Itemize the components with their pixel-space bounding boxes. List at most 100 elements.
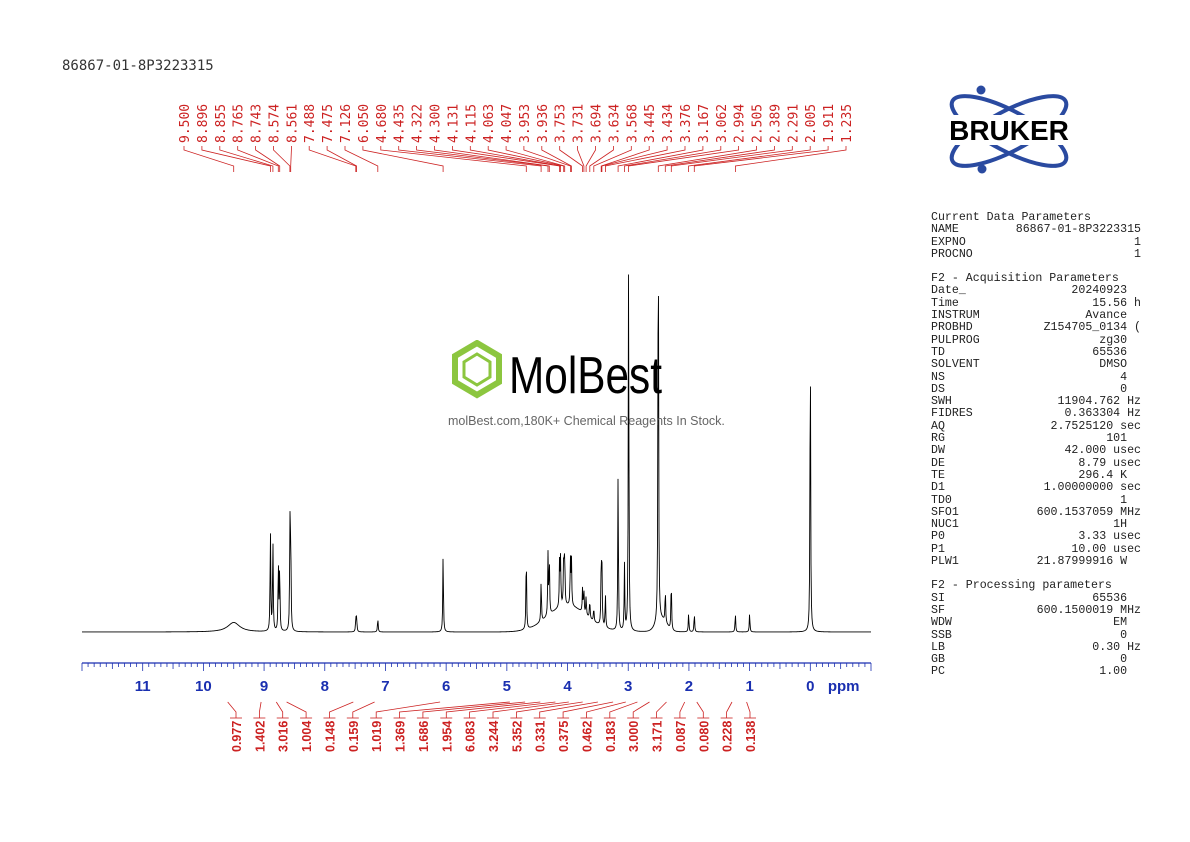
x-tick-label: 7 bbox=[381, 678, 389, 695]
peak-label: 2.005 bbox=[804, 104, 819, 143]
integral-label: 3.171 bbox=[651, 721, 665, 752]
peak-label: 3.445 bbox=[643, 104, 658, 143]
integral-label: 3.000 bbox=[627, 721, 641, 752]
peak-label: 7.126 bbox=[339, 104, 354, 143]
peak-label: 2.389 bbox=[768, 104, 783, 143]
param-row: Time 15.56 h bbox=[931, 296, 1141, 310]
peak-label: 3.634 bbox=[607, 104, 622, 143]
param-row: EXPNO 1 bbox=[931, 235, 1141, 249]
molbest-wordmark: MolBest bbox=[509, 347, 662, 400]
bruker-wordmark: BRUKER bbox=[949, 115, 1069, 146]
param-key: FIDRES bbox=[931, 407, 973, 421]
bruker-logo: BRUKER bbox=[924, 85, 1094, 174]
peak-label-leader bbox=[237, 146, 279, 172]
peak-label-leader bbox=[541, 146, 572, 172]
integral-label: 6.083 bbox=[464, 721, 478, 752]
param-key: EXPNO bbox=[931, 235, 966, 249]
peak-label-leader bbox=[505, 146, 566, 172]
peak-label: 4.063 bbox=[482, 104, 497, 143]
peak-label: 8.896 bbox=[196, 104, 211, 143]
param-key: INSTRUM bbox=[931, 309, 980, 323]
bruker-orbit-1 bbox=[949, 94, 1069, 168]
peak-label: 3.062 bbox=[715, 104, 730, 143]
param-value: 15.56 h bbox=[1092, 296, 1141, 310]
spectrum-trace bbox=[81, 274, 871, 633]
integral-leader bbox=[286, 701, 307, 718]
param-value: 65536 bbox=[1092, 345, 1141, 359]
param-row: SI 65536 bbox=[931, 591, 1141, 605]
param-value: Avance bbox=[1085, 309, 1141, 323]
x-tick-label: 8 bbox=[321, 678, 329, 695]
param-row: D1 1.00000000 sec bbox=[931, 481, 1141, 495]
param-value: 65536 bbox=[1092, 591, 1141, 605]
param-key: P1 bbox=[931, 542, 945, 556]
param-row: SF 600.1500019 MHz bbox=[931, 603, 1141, 617]
param-value: 0.363304 Hz bbox=[1064, 407, 1141, 421]
bruker-electron-top bbox=[976, 85, 986, 95]
integral-leader bbox=[586, 701, 626, 718]
param-row: RG 101 bbox=[931, 432, 1141, 445]
integral-label: 1.004 bbox=[300, 721, 314, 752]
x-tick-label: 11 bbox=[135, 678, 151, 695]
x-tick-label: 3 bbox=[624, 678, 632, 695]
integral-label: 1.954 bbox=[440, 721, 454, 752]
peak-label-leader bbox=[601, 146, 668, 172]
molbest-logo: MolBest bbox=[452, 339, 662, 405]
peak-label: 6.050 bbox=[357, 104, 372, 143]
peak-label-leader bbox=[657, 146, 757, 172]
peak-label: 7.488 bbox=[303, 104, 318, 143]
param-key: LB bbox=[931, 640, 945, 654]
param-value: 600.1500019 MHz bbox=[1036, 603, 1141, 617]
param-value: 1.00 bbox=[1099, 665, 1141, 679]
peak-label-leader bbox=[326, 146, 357, 172]
peak-label: 3.434 bbox=[661, 104, 676, 143]
peak-label: 3.376 bbox=[679, 104, 694, 143]
peak-label: 2.994 bbox=[733, 104, 748, 143]
peak-label-leader bbox=[362, 146, 444, 172]
acquisition-parameters-panel: Current Data Parameters NAME 86867-01-8P32… bbox=[931, 211, 1141, 679]
peak-label: 3.731 bbox=[572, 104, 587, 143]
param-key: Time bbox=[931, 296, 959, 310]
param-value: 1.00000000 sec bbox=[1043, 481, 1141, 495]
param-key: PROCNO bbox=[931, 247, 973, 261]
molbest-watermark: MolBest molBest.com,180K+ Chemical Reage… bbox=[448, 339, 748, 428]
integral-label: 0.228 bbox=[721, 721, 735, 752]
peak-label-leader bbox=[416, 146, 549, 172]
param-value: 2.7525120 sec bbox=[1050, 419, 1141, 433]
peak-label-leader bbox=[469, 146, 561, 172]
param-value: 0 bbox=[1120, 382, 1141, 396]
param-value: 0 bbox=[1120, 653, 1141, 667]
param-value: 1 bbox=[1120, 493, 1141, 507]
param-row: DE 8.79 usec bbox=[931, 457, 1141, 470]
integral-leader bbox=[275, 701, 284, 718]
peak-label-leader bbox=[273, 146, 291, 172]
param-row: P0 3.33 usec bbox=[931, 531, 1141, 544]
param-key: TE bbox=[931, 468, 945, 482]
peak-label-leader bbox=[735, 146, 847, 172]
peak-label-leader bbox=[688, 146, 811, 172]
param-row: P1 10.00 usec bbox=[931, 542, 1141, 556]
param-row: PLW1 21.87999916 W bbox=[931, 555, 1141, 568]
param-key: AQ bbox=[931, 419, 945, 433]
peak-label: 4.047 bbox=[500, 104, 515, 143]
peak-label-leader bbox=[452, 146, 560, 172]
integral-leader bbox=[227, 701, 237, 718]
param-section-title: F2 - Processing parameters bbox=[931, 579, 1112, 593]
peak-label-leader bbox=[605, 146, 686, 172]
peak-label: 2.291 bbox=[786, 104, 801, 143]
param-row: Date_ 20240923 bbox=[931, 285, 1141, 298]
peak-label-leader bbox=[290, 146, 292, 172]
param-value: 296.4 K bbox=[1078, 468, 1141, 482]
integral-label: 0.977 bbox=[230, 721, 244, 752]
param-value: 1H bbox=[1113, 518, 1141, 532]
param-key: TD0 bbox=[931, 493, 952, 507]
x-tick-label: 4 bbox=[563, 678, 572, 695]
sample-id: 86867-01-8P3223315 bbox=[62, 58, 214, 74]
x-tick-label: 2 bbox=[685, 678, 693, 695]
peak-label: 8.765 bbox=[232, 104, 247, 143]
integral-label: 1.402 bbox=[253, 721, 267, 752]
integral-leader bbox=[562, 701, 614, 718]
param-value: zg30 bbox=[1099, 333, 1141, 347]
param-value: 1 bbox=[1134, 235, 1141, 249]
param-row: NAME 86867-01-8P3223315 bbox=[931, 223, 1141, 236]
